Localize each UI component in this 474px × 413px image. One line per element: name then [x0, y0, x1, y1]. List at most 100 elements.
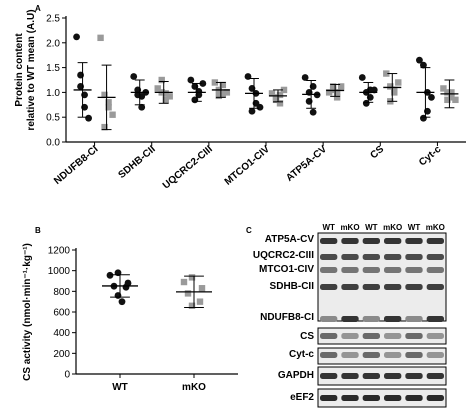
chart-a-point [130, 73, 138, 80]
chart-a-category-label: ATP5A-CV [284, 144, 329, 184]
blot-band [426, 284, 444, 290]
blot-band [320, 395, 338, 401]
chart-a-point [301, 74, 309, 81]
chart-a-point [276, 100, 284, 107]
chart-a-point [223, 89, 231, 96]
blot-lane-label: mKO [383, 223, 402, 232]
panel-letter-a: A [35, 4, 41, 13]
blot-band [405, 316, 423, 322]
blot-band [362, 316, 380, 322]
chart-b-ytick-label: 1000 [48, 266, 71, 277]
chart-a-point [358, 74, 366, 81]
chart-a-point [370, 86, 378, 94]
chart-a-point [395, 79, 402, 86]
chart-a-ytick-label: 0.5 [46, 113, 60, 124]
chart-a-point [452, 96, 459, 104]
chart-a-point [444, 96, 451, 104]
blot-band [362, 284, 380, 290]
chart-b-point [180, 278, 188, 286]
blot-band [320, 284, 338, 290]
blot-band [362, 352, 380, 358]
chart-a-point [428, 93, 435, 101]
chart-b-category-label: WT [112, 382, 128, 393]
blot-band [405, 267, 423, 273]
blot-band [405, 238, 423, 244]
blot-band [341, 395, 359, 401]
chart-a-category-label: UQCRC2-CIII [161, 144, 215, 192]
blot-band [426, 316, 444, 322]
chart-a-point [199, 80, 207, 87]
chart-b-ytick-label: 400 [53, 328, 70, 339]
chart-a-point [444, 89, 451, 96]
blot-membrane [317, 366, 447, 386]
chart-b-point [122, 283, 130, 291]
blot-band [341, 284, 359, 290]
blot-band [341, 352, 359, 358]
blot-band [341, 316, 359, 322]
chart-a-point [440, 85, 447, 92]
chart-a-point [85, 114, 92, 122]
chart-a-point [256, 103, 264, 111]
blot-band [405, 254, 423, 260]
chart-a-point [268, 90, 276, 97]
chart-a-point [211, 79, 219, 86]
panel-letter-b: B [35, 226, 41, 235]
chart-b-point [106, 271, 114, 279]
blot-protein-label: CS [300, 331, 314, 342]
blot-protein-label: GAPDH [278, 370, 314, 381]
chart-a-point [97, 34, 104, 42]
chart-a-point [383, 70, 390, 77]
chart-b-point [196, 298, 204, 305]
blot-protein-label: SDHB-CII [270, 281, 315, 292]
blot-membrane [317, 232, 447, 322]
blot-lane-label: WT [365, 223, 378, 232]
chart-b-ytick-label: 0 [64, 370, 70, 381]
blot-band [384, 254, 402, 260]
blot-band [384, 267, 402, 273]
chart-a-point [158, 76, 165, 84]
blot-protein-label: ATP5A-CV [265, 234, 315, 245]
blot-band [426, 254, 444, 260]
blot-band [341, 333, 359, 339]
blot-band [320, 254, 338, 260]
chart-a-point [105, 99, 112, 106]
blot-band [341, 238, 359, 244]
blot-protein-label: NDUFB8-CI [260, 312, 314, 323]
chart-a-ytick-label: 0.0 [46, 138, 60, 149]
blot-membrane [317, 327, 447, 345]
chart-a-point [329, 83, 337, 90]
blot-band [341, 267, 359, 273]
chart-a-point [387, 83, 394, 90]
blot-lane-label: mKO [426, 223, 445, 232]
chart-a-point [272, 96, 280, 104]
chart-a-category-label: CS [368, 144, 386, 162]
chart-b-point [118, 298, 126, 306]
blot-band [362, 373, 380, 379]
chart-b-category-label: mKO [182, 382, 206, 393]
chart-a-point [154, 85, 161, 92]
blot-band [426, 333, 444, 339]
chart-a-point [309, 108, 317, 116]
chart-b-ytick-label: 800 [53, 287, 70, 298]
chart-a: Protein content relative to WT mean (A.U… [14, 9, 466, 192]
blot-band [384, 352, 402, 358]
chart-b-ytick-label: 200 [53, 349, 70, 360]
blot-protein-label: Cyt-c [289, 349, 314, 360]
blot-band [362, 395, 380, 401]
chart-a-ylabel-line1: Protein content [14, 33, 25, 107]
chart-b-point [184, 290, 192, 297]
blot-lane-label: mKO [340, 223, 359, 232]
chart-a-point [337, 83, 345, 90]
chart-a-category-label: Cyt-c [417, 144, 444, 169]
blot-band [341, 373, 359, 379]
chart-a-ytick-label: 1.5 [46, 63, 60, 74]
chart-a-point [448, 94, 455, 101]
blot-band [384, 284, 402, 290]
blot-band [384, 395, 402, 401]
chart-b-ytick-label: 600 [53, 308, 70, 319]
western-blot: WT mKO WT mKO WT mKO ATP5A-CV UQCRC2-CIII MTCO1-… [253, 223, 447, 408]
blot-protein-label: UQCRC2-CIII [253, 250, 314, 261]
blot-band [405, 395, 423, 401]
chart-a-point [391, 86, 398, 94]
blot-band [362, 238, 380, 244]
